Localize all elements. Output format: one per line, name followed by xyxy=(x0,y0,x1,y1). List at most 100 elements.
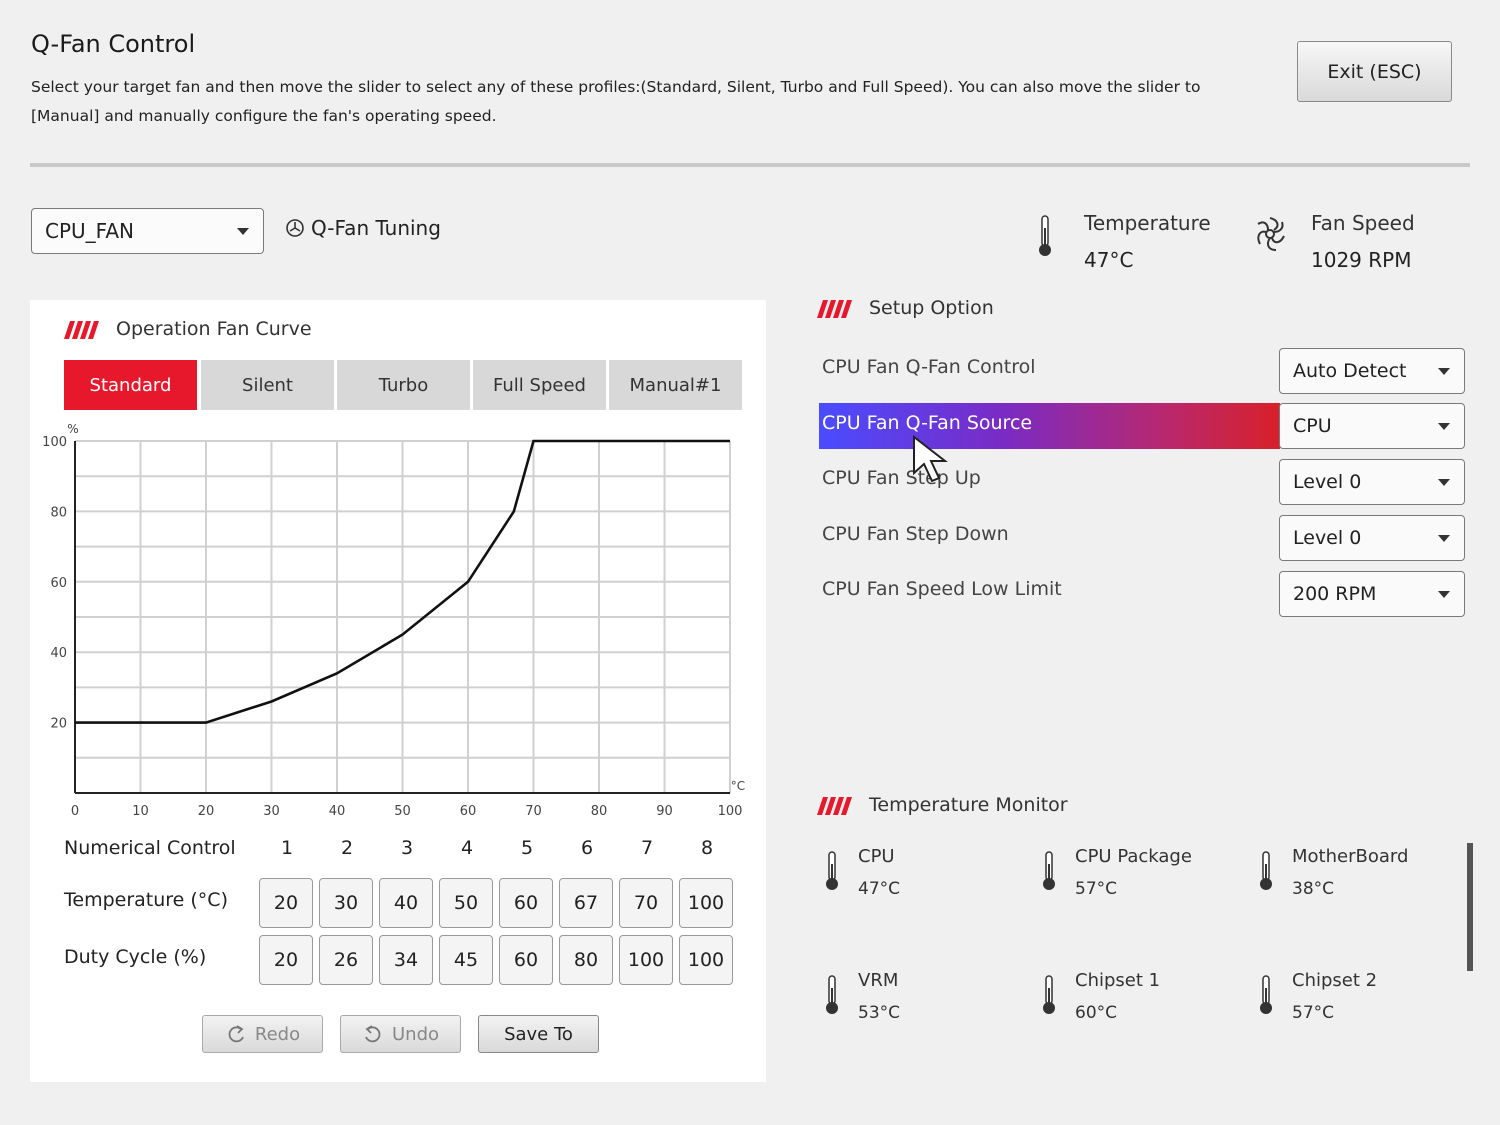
y-tick-label: 100 xyxy=(42,435,67,450)
numerical-control-label: Numerical Control xyxy=(64,837,236,859)
duty-cycle-input[interactable]: 45 xyxy=(439,935,493,985)
x-tick-label: 30 xyxy=(263,804,280,819)
speed-low-limit-dropdown[interactable]: 200 RPM xyxy=(1279,571,1465,617)
numerical-index: 5 xyxy=(520,837,534,859)
duty-cycle-input[interactable]: 80 xyxy=(559,935,613,985)
thermometer-icon xyxy=(1260,851,1272,890)
temperature-input[interactable]: 30 xyxy=(319,878,373,928)
step-down-dropdown[interactable]: Level 0 xyxy=(1279,515,1465,561)
x-tick-label: 90 xyxy=(656,804,673,819)
numerical-index: 8 xyxy=(700,837,714,859)
x-tick-label: 0 xyxy=(71,804,79,819)
chevron-down-icon xyxy=(1438,423,1450,430)
header-divider xyxy=(30,163,1470,167)
temperature-input[interactable]: 60 xyxy=(499,878,553,928)
thermometer-icon xyxy=(826,975,838,1014)
q-fan-tuning-label: Q-Fan Tuning xyxy=(311,216,441,240)
monitor-sensor-value: 38°C xyxy=(1292,879,1335,899)
monitor-sensor-name: MotherBoard xyxy=(1292,846,1409,867)
undo-label: Undo xyxy=(391,1023,440,1045)
chevron-down-icon xyxy=(1438,535,1450,542)
thermometer-icon xyxy=(826,851,838,890)
redo-button[interactable]: Redo xyxy=(202,1015,323,1053)
monitor-sensor-name: CPU xyxy=(858,846,895,867)
temperature-value: 47°C xyxy=(1084,248,1134,272)
setup-row-q-fan-source-highlight[interactable] xyxy=(819,403,1280,449)
q-fan-control-dropdown[interactable]: Auto Detect xyxy=(1279,348,1465,394)
setup-label-speed-low-limit[interactable]: CPU Fan Speed Low Limit xyxy=(822,578,1062,600)
stripe-logo-icon xyxy=(817,797,852,815)
step-up-dropdown[interactable]: Level 0 xyxy=(1279,459,1465,505)
tab-standard[interactable]: Standard xyxy=(64,360,197,410)
y-tick-label: 80 xyxy=(50,505,67,520)
tab-full-speed[interactable]: Full Speed xyxy=(473,360,606,410)
chevron-down-icon xyxy=(1438,479,1450,486)
tab-silent[interactable]: Silent xyxy=(201,360,334,410)
y-tick-label: 20 xyxy=(50,717,67,732)
numerical-index: 2 xyxy=(340,837,354,859)
x-tick-label: 40 xyxy=(329,804,346,819)
duty-cycle-input[interactable]: 100 xyxy=(619,935,673,985)
chevron-down-icon xyxy=(237,228,249,235)
x-tick-label: 60 xyxy=(460,804,477,819)
numerical-index: 7 xyxy=(640,837,654,859)
setup-label-q-fan-source[interactable]: CPU Fan Q-Fan Source xyxy=(822,412,1033,434)
chevron-down-icon xyxy=(1438,368,1450,375)
monitor-sensor-name: CPU Package xyxy=(1075,846,1192,867)
monitor-sensor-value: 47°C xyxy=(858,879,901,899)
monitor-sensor-name: Chipset 1 xyxy=(1075,970,1161,991)
temperature-input[interactable]: 50 xyxy=(439,878,493,928)
fan-speed-label: Fan Speed xyxy=(1311,211,1415,235)
duty-cycle-input[interactable]: 60 xyxy=(499,935,553,985)
dropdown-value: CPU xyxy=(1293,415,1332,437)
temperature-input[interactable]: 20 xyxy=(259,878,313,928)
temperature-row-label: Temperature (°C) xyxy=(64,889,228,911)
fan-speed-value: 1029 RPM xyxy=(1311,248,1412,272)
fan-curve-chart[interactable]: 0 10 20 30 40 50 60 70 80 90 100 20 40 60 80 100% °C xyxy=(30,420,760,820)
redo-label: Redo xyxy=(254,1023,301,1045)
duty-cycle-input[interactable]: 20 xyxy=(259,935,313,985)
numerical-index: 1 xyxy=(280,837,294,859)
chevron-down-icon xyxy=(1438,591,1450,598)
fan-icon xyxy=(1257,217,1285,251)
duty-cycle-input[interactable]: 34 xyxy=(379,935,433,985)
setup-label-step-up[interactable]: CPU Fan Step Up xyxy=(822,467,981,489)
temperature-monitor-title: Temperature Monitor xyxy=(869,794,1068,816)
dropdown-value: 200 RPM xyxy=(1293,583,1377,605)
temperature-input[interactable]: 67 xyxy=(559,878,613,928)
tab-turbo[interactable]: Turbo xyxy=(337,360,470,410)
x-unit-label: °C xyxy=(731,779,745,793)
save-to-button[interactable]: Save To xyxy=(478,1015,599,1053)
x-tick-label: 100 xyxy=(718,804,743,819)
setup-label-step-down[interactable]: CPU Fan Step Down xyxy=(822,523,1009,545)
temperature-input[interactable]: 70 xyxy=(619,878,673,928)
fan-select-dropdown[interactable]: CPU_FAN xyxy=(31,208,264,254)
exit-button[interactable]: Exit (ESC) xyxy=(1297,41,1452,102)
monitor-sensor-value: 60°C xyxy=(1075,1003,1118,1023)
monitor-scrollbar[interactable] xyxy=(1467,843,1473,971)
monitor-sensor-name: VRM xyxy=(858,970,899,991)
x-tick-label: 20 xyxy=(198,804,215,819)
monitor-sensor-name: Chipset 2 xyxy=(1292,970,1378,991)
setup-label-q-fan-control[interactable]: CPU Fan Q-Fan Control xyxy=(822,356,1036,378)
monitor-sensor-value: 57°C xyxy=(1292,1003,1335,1023)
tab-manual-1[interactable]: Manual#1 xyxy=(609,360,742,410)
numerical-index: 3 xyxy=(400,837,414,859)
q-fan-source-dropdown[interactable]: CPU xyxy=(1279,403,1465,449)
numerical-index: 6 xyxy=(580,837,594,859)
setup-option-title: Setup Option xyxy=(869,297,994,319)
q-fan-tuning-button[interactable]: Q-Fan Tuning xyxy=(285,216,441,240)
x-tick-label: 50 xyxy=(394,804,411,819)
temperature-input[interactable]: 100 xyxy=(679,878,733,928)
monitor-sensor-value: 57°C xyxy=(1075,879,1118,899)
x-tick-label: 80 xyxy=(591,804,608,819)
thermometer-icon xyxy=(1043,975,1055,1014)
temperature-input[interactable]: 40 xyxy=(379,878,433,928)
undo-button[interactable]: Undo xyxy=(340,1015,461,1053)
temperature-label: Temperature xyxy=(1084,211,1211,235)
page-title: Q-Fan Control xyxy=(31,30,196,58)
duty-cycle-input[interactable]: 26 xyxy=(319,935,373,985)
duty-cycle-row-label: Duty Cycle (%) xyxy=(64,946,207,968)
undo-icon xyxy=(365,1025,381,1043)
duty-cycle-input[interactable]: 100 xyxy=(679,935,733,985)
